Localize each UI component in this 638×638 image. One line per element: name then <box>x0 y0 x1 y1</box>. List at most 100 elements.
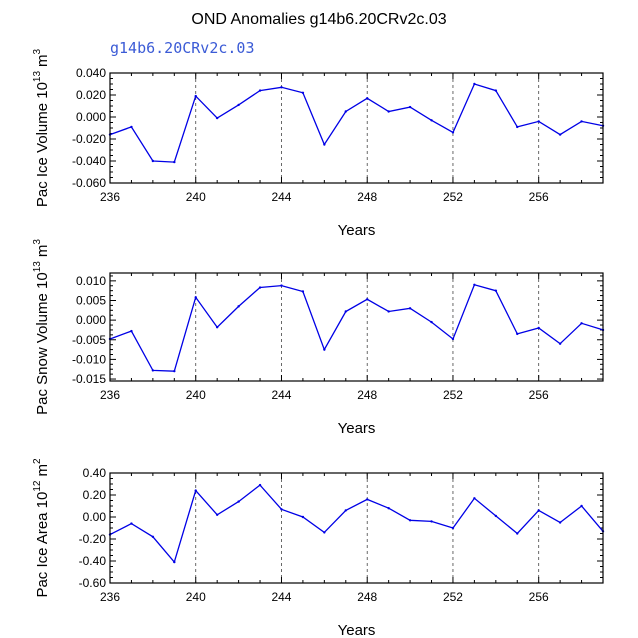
ice-volume-xtick-label: 236 <box>100 190 120 204</box>
snow-volume-data-point <box>430 320 433 324</box>
ice-volume-data-point <box>430 119 433 122</box>
ice-area-series-line <box>109 484 604 564</box>
ice-area-data-point <box>430 520 433 523</box>
snow-volume-y-axis-label-unit: m <box>34 245 51 258</box>
ice-area-data-point <box>558 521 562 524</box>
snow-volume-data-point <box>494 289 498 292</box>
ice-volume-y-axis-label-exponent: 13 <box>32 70 43 82</box>
ice-area-xtick-label: 248 <box>357 590 377 604</box>
ice-area-data-point <box>194 489 197 492</box>
ice-area-data-point <box>323 531 326 534</box>
snow-volume-xtick-label: 244 <box>271 388 291 402</box>
snow-volume-x-axis-label: Years <box>338 420 376 437</box>
ice-volume-data-point <box>516 125 519 129</box>
ice-area-y-axis-label-unit: m <box>34 464 51 477</box>
ice-area-xtick-label: 236 <box>100 590 120 604</box>
snow-volume-data-point <box>194 296 197 299</box>
ice-volume-data-point <box>558 133 562 136</box>
ice-area-y-axis-label-text: Pac Ice Area 10 <box>34 492 51 598</box>
ice-volume-xtick-label: 256 <box>529 190 549 204</box>
ice-area-data-point <box>301 515 305 519</box>
snow-volume-xtick-label: 236 <box>100 388 120 402</box>
snow-volume-series-line <box>109 284 604 372</box>
ice-volume-data-point <box>237 103 240 107</box>
ice-area-data-point <box>451 526 455 530</box>
ice-area-data-point <box>151 535 155 538</box>
ice-volume-data-point <box>323 143 326 146</box>
ice-volume-data-point <box>366 97 369 100</box>
snow-volume-data-point <box>151 369 155 372</box>
ice-volume-data-point <box>173 160 176 164</box>
snow-volume-data-point <box>215 325 219 329</box>
snow-volume-data-point <box>258 286 262 289</box>
panel-ice-area: 236 240 244 248 252 256 -0.60 -0.40 -0.20 0.00 0.2… <box>32 458 605 638</box>
snow-volume-data-point <box>558 342 562 345</box>
figure-title: OND Anomalies g14b6.20CRv2c.03 <box>191 11 446 28</box>
snow-volume-y-axis-label-text: Pac Snow Volume 10 <box>34 272 51 415</box>
ice-volume-data-point <box>151 159 155 163</box>
ice-volume-data-point <box>387 110 390 113</box>
ice-area-y-axis-label-exponent: 12 <box>32 480 43 492</box>
ice-volume-y-axis-label-unit-exponent: 3 <box>32 48 43 54</box>
ice-volume-ytick-label: 0.000 <box>76 110 106 124</box>
snow-volume-data-point <box>323 348 326 351</box>
ice-volume-data-point <box>580 120 583 123</box>
ice-volume-xtick-label: 252 <box>443 190 463 204</box>
ice-volume-data-point <box>280 86 283 89</box>
ice-area-ytick-label: -0.40 <box>79 554 107 568</box>
snow-volume-ytick-label: 0.000 <box>76 313 106 327</box>
ice-area-data-point <box>387 507 390 510</box>
ice-volume-data-point <box>215 116 219 120</box>
snow-volume-ytick-label: -0.015 <box>72 372 106 386</box>
snow-volume-data-point <box>451 337 455 341</box>
snow-volume-ytick-label: 0.010 <box>76 274 106 288</box>
snow-volume-ytick-label: -0.005 <box>72 333 106 347</box>
snow-volume-xtick-label: 252 <box>443 388 463 402</box>
snow-volume-data-point <box>280 284 283 287</box>
ice-area-ytick-label: 0.40 <box>83 466 107 480</box>
ice-volume-plot-frame <box>109 72 604 184</box>
ice-volume-y-axis-label-unit: m <box>34 54 51 67</box>
snow-volume-data-point <box>387 310 390 313</box>
ice-volume-data-point <box>194 94 197 98</box>
ice-area-ytick-label: 0.20 <box>83 488 107 502</box>
ice-volume-ytick-label: 0.040 <box>76 66 106 80</box>
snow-volume-xtick-label: 240 <box>186 388 206 402</box>
ice-volume-data-point <box>344 110 347 113</box>
snow-volume-y-axis-label-unit-exponent: 3 <box>32 239 43 245</box>
ice-volume-series-line <box>109 83 604 163</box>
snow-volume-data-point <box>516 332 519 336</box>
ice-area-data-point <box>258 483 262 487</box>
panel-ice-volume: 236 240 244 248 252 256 -0.060 -0.040 -0.020 0.00… <box>32 48 605 239</box>
ice-area-y-axis-label-unit-exponent: 2 <box>32 458 43 464</box>
ice-volume-ytick-label: 0.020 <box>76 88 106 102</box>
ice-volume-ytick-label: -0.020 <box>72 132 106 146</box>
snow-volume-y-axis-label: Pac Snow Volume 1013 m3 <box>32 239 51 415</box>
ice-area-xtick-label: 256 <box>529 590 549 604</box>
ice-volume-ytick-label: -0.040 <box>72 154 106 168</box>
ice-area-data-point <box>130 522 133 525</box>
ice-area-data-point <box>516 532 519 535</box>
ice-area-data-point <box>408 519 412 522</box>
figure-subtitle: g14b6.20CRv2c.03 <box>110 39 255 57</box>
ice-area-xtick-label: 244 <box>271 590 291 604</box>
snow-volume-ytick-label: -0.010 <box>72 352 106 366</box>
snow-volume-data-point <box>580 322 583 325</box>
ice-area-plot-frame <box>109 472 604 584</box>
snow-volume-data-point <box>344 310 347 313</box>
snow-volume-data-point <box>366 298 369 301</box>
ice-area-data-point <box>580 504 583 508</box>
snow-volume-xtick-label: 248 <box>357 388 377 402</box>
ice-volume-data-point <box>130 125 133 129</box>
ice-area-x-axis-label: Years <box>338 622 376 638</box>
ice-area-data-point <box>215 513 219 516</box>
snow-volume-data-point <box>130 329 133 333</box>
ice-area-data-point <box>280 508 283 511</box>
snow-volume-data-point <box>537 326 540 330</box>
panel-snow-volume: 236 240 244 248 252 256 -0.015 -0.010 -0.005 0.00… <box>32 239 605 437</box>
ice-volume-data-point <box>537 120 540 123</box>
snow-volume-ytick-label: 0.005 <box>76 293 106 307</box>
ice-area-y-axis-label: Pac Ice Area 1012 m2 <box>32 458 51 598</box>
snow-volume-data-point <box>408 307 412 310</box>
